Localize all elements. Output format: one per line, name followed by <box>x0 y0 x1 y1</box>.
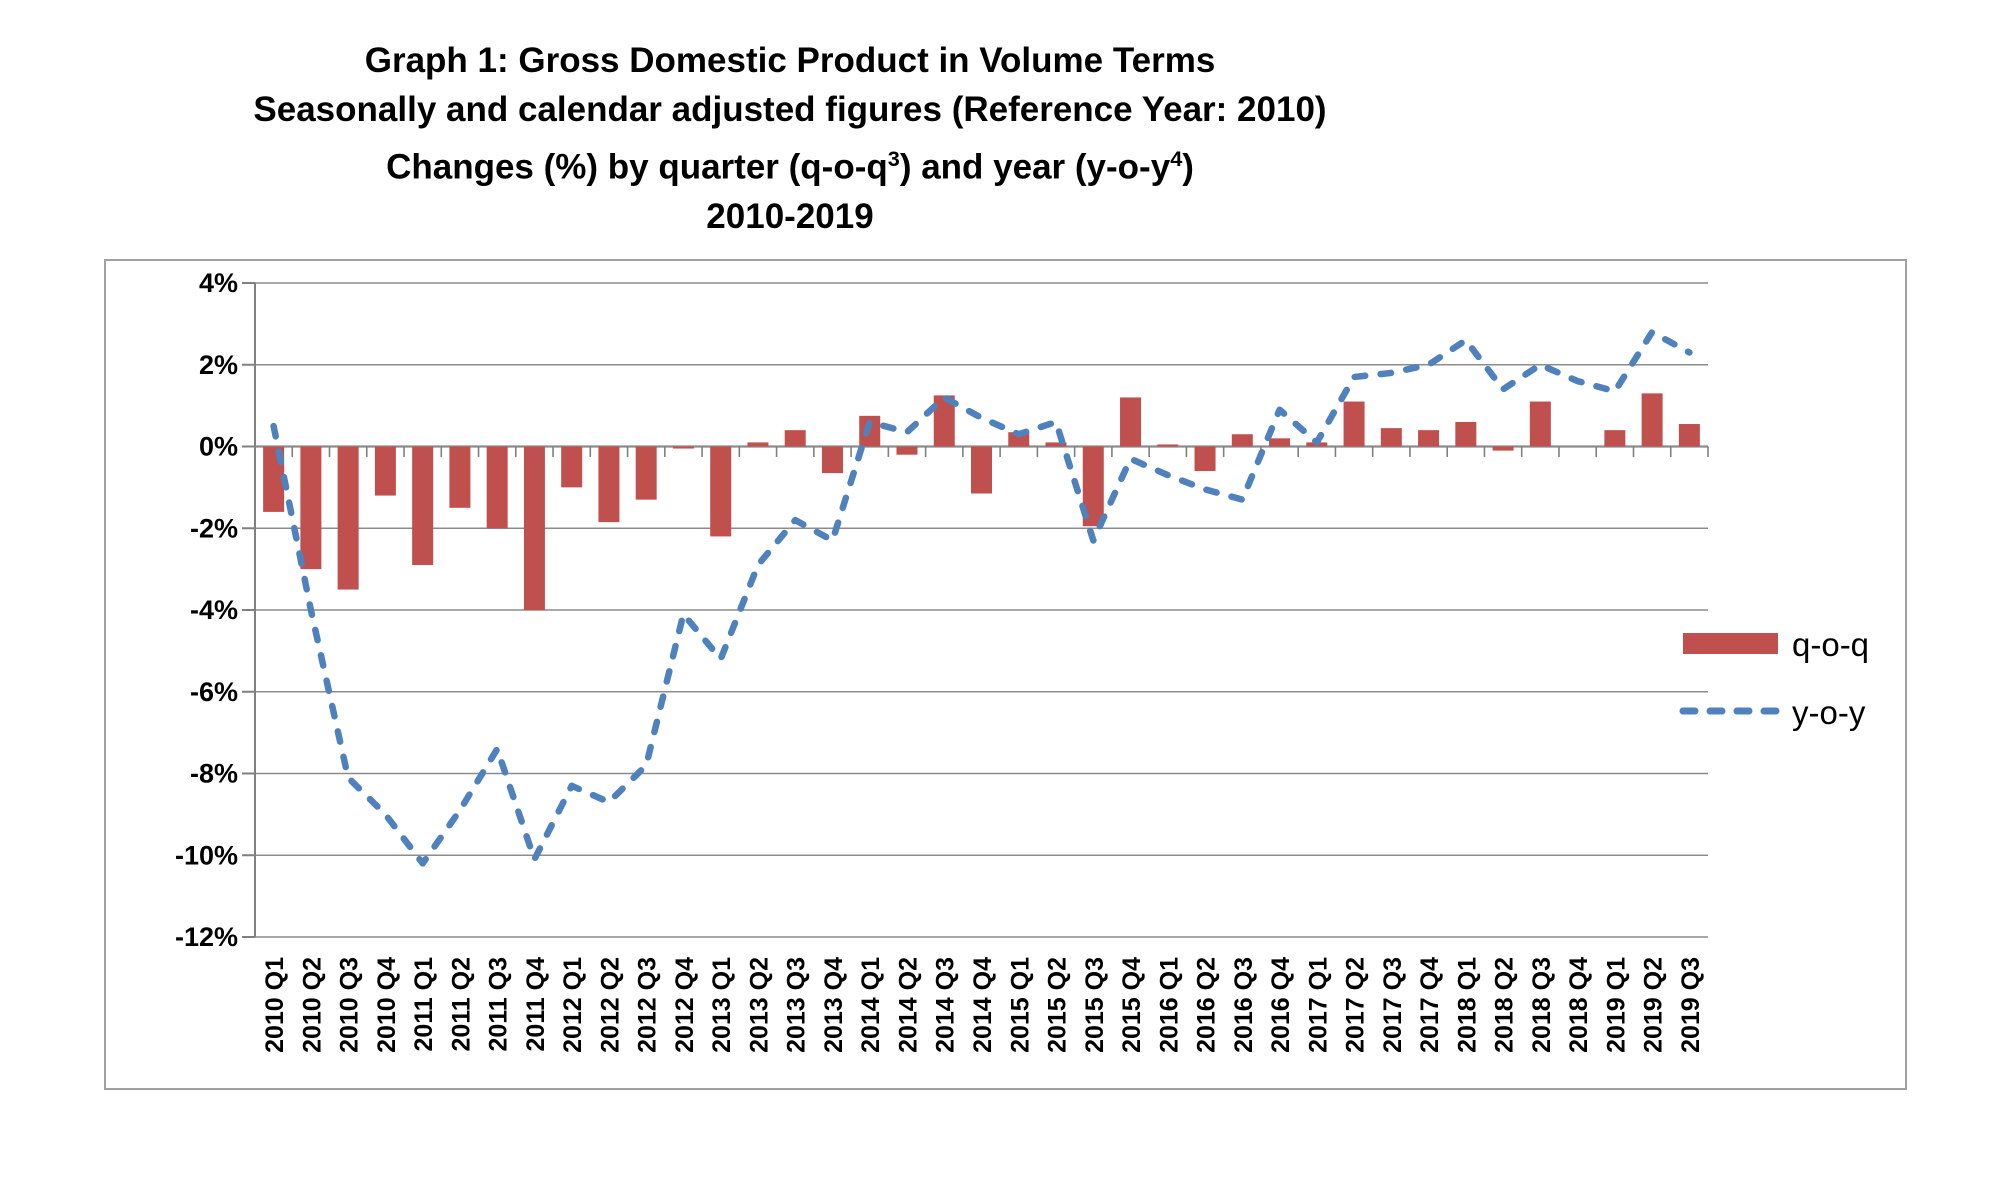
qoq-bar-2017-Q4 <box>1418 430 1440 447</box>
qoq-bar-2011-Q3 <box>486 446 508 529</box>
qoq-bar-2019-Q3 <box>1678 424 1700 447</box>
x-axis-label-2013-Q2: 2013 Q2 <box>745 957 773 1053</box>
qoq-bar-2018-Q3 <box>1529 401 1551 447</box>
qoq-bar-2011-Q2 <box>449 446 471 508</box>
y-axis-label-4%: 4% <box>199 268 238 298</box>
qoq-bar-2016-Q2 <box>1194 446 1216 472</box>
qoq-bar-2012-Q4 <box>672 446 694 449</box>
legend-qoq-label: q-o-q <box>1792 626 1869 663</box>
chart-title-line3: Changes (%) by quarter (q-o-q3) and year… <box>386 146 1194 187</box>
x-axis-label-2010-Q3: 2010 Q3 <box>336 957 364 1053</box>
x-axis-label-2018-Q2: 2018 Q2 <box>1491 957 1519 1053</box>
qoq-bar-2014-Q2 <box>896 446 918 455</box>
yoy-line <box>270 328 1693 867</box>
y-axis-label--2%: -2% <box>190 513 238 543</box>
x-axis-label-2016-Q4: 2016 Q4 <box>1267 957 1295 1053</box>
footnote-ref-4: 4 <box>1170 146 1183 171</box>
x-axis-label-2014-Q1: 2014 Q1 <box>857 957 885 1053</box>
qoq-bar-2016-Q1 <box>1157 444 1179 447</box>
x-axis-label-2014-Q2: 2014 Q2 <box>894 957 922 1053</box>
y-axis-label-2%: 2% <box>199 350 238 380</box>
qoq-bar-2014-Q4 <box>971 446 992 494</box>
qoq-bar-2016-Q4 <box>1269 438 1291 447</box>
x-axis-label-2016-Q2: 2016 Q2 <box>1193 957 1221 1053</box>
qoq-bar-2010-Q3 <box>337 446 359 590</box>
x-axis-label-2014-Q3: 2014 Q3 <box>932 957 960 1053</box>
x-axis-label-2010-Q2: 2010 Q2 <box>298 957 326 1053</box>
y-axis-label-0%: 0% <box>199 432 238 462</box>
x-axis-label-2019-Q2: 2019 Q2 <box>1640 957 1668 1053</box>
qoq-bar-2017-Q3 <box>1380 428 1402 447</box>
x-axis-label-2013-Q1: 2013 Q1 <box>708 957 736 1053</box>
qoq-bar-2012-Q2 <box>598 446 620 523</box>
qoq-bar-2015-Q3 <box>1082 446 1104 527</box>
footnote-ref-3: 3 <box>887 146 900 171</box>
x-axis-label-2012-Q2: 2012 Q2 <box>596 957 624 1053</box>
qoq-bar-2016-Q3 <box>1231 434 1253 447</box>
x-axis-label-2012-Q4: 2012 Q4 <box>671 957 699 1053</box>
qoq-bar-2018-Q2 <box>1492 446 1514 451</box>
x-axis-label-2012-Q1: 2012 Q1 <box>559 957 587 1053</box>
x-axis-label-2015-Q1: 2015 Q1 <box>1006 957 1034 1053</box>
qoq-bar-2012-Q1 <box>561 446 583 488</box>
x-axis-label-2015-Q3: 2015 Q3 <box>1081 957 1109 1053</box>
qoq-bar-2010-Q4 <box>374 446 396 496</box>
x-axis-label-2017-Q4: 2017 Q4 <box>1416 957 1444 1053</box>
x-axis-label-2016-Q3: 2016 Q3 <box>1230 957 1258 1053</box>
qoq-bar-2019-Q1 <box>1604 430 1626 447</box>
chart-title: Graph 1: Gross Domestic Product in Volum… <box>0 36 1580 241</box>
qoq-bar-2015-Q2 <box>1045 442 1067 447</box>
x-axis-label-2014-Q4: 2014 Q4 <box>969 957 997 1053</box>
x-axis-label-2013-Q3: 2013 Q3 <box>783 957 811 1053</box>
x-axis-label-2015-Q4: 2015 Q4 <box>1118 957 1146 1053</box>
x-axis-label-2012-Q3: 2012 Q3 <box>634 957 662 1053</box>
qoq-bar-2011-Q1 <box>412 446 434 566</box>
chart-title-line1: Graph 1: Gross Domestic Product in Volum… <box>364 41 1216 80</box>
qoq-bar-2013-Q4 <box>821 446 843 474</box>
legend-yoy-label: y-o-y <box>1792 694 1866 731</box>
x-axis-label-2017-Q1: 2017 Q1 <box>1304 957 1332 1053</box>
qoq-bar-2013-Q1 <box>710 446 732 537</box>
x-axis-label-2019-Q3: 2019 Q3 <box>1677 957 1705 1053</box>
qoq-bar-2018-Q1 <box>1455 421 1477 447</box>
x-axis-label-2015-Q2: 2015 Q2 <box>1044 957 1072 1053</box>
qoq-bar-2010-Q2 <box>300 446 322 570</box>
qoq-bar-2017-Q2 <box>1343 401 1365 447</box>
x-axis-label-2013-Q4: 2013 Q4 <box>820 957 848 1053</box>
qoq-bar-2013-Q3 <box>784 430 806 447</box>
x-axis-label-2018-Q1: 2018 Q1 <box>1453 957 1481 1053</box>
y-axis-label--12%: -12% <box>175 922 238 952</box>
x-axis-label-2011-Q4: 2011 Q4 <box>522 957 550 1052</box>
x-axis-label-2017-Q2: 2017 Q2 <box>1342 957 1370 1053</box>
x-axis-label-2011-Q1: 2011 Q1 <box>410 957 438 1052</box>
y-axis-label--6%: -6% <box>190 677 238 707</box>
x-axis-label-2016-Q1: 2016 Q1 <box>1155 957 1183 1053</box>
qoq-bar-2011-Q4 <box>523 446 545 610</box>
x-axis-label-2019-Q1: 2019 Q1 <box>1602 957 1630 1053</box>
qoq-bar-2012-Q3 <box>635 446 657 500</box>
legend-qoq-swatch <box>1683 633 1778 654</box>
qoq-bar-2014-Q3 <box>933 395 955 447</box>
y-axis-label--8%: -8% <box>190 759 238 789</box>
qoq-bar-2015-Q4 <box>1120 397 1142 447</box>
x-axis-label-2011-Q3: 2011 Q3 <box>485 957 513 1052</box>
chart-title-line4: 2010-2019 <box>706 196 874 236</box>
x-axis-label-2018-Q4: 2018 Q4 <box>1565 957 1593 1053</box>
x-axis-label-2010-Q1: 2010 Q1 <box>261 957 289 1053</box>
chart-title-line2: Seasonally and calendar adjusted figures… <box>253 90 1327 129</box>
chart-border <box>104 259 1907 1090</box>
qoq-bar-2013-Q2 <box>747 442 769 447</box>
x-axis-label-2011-Q2: 2011 Q2 <box>447 957 475 1052</box>
x-axis-label-2010-Q4: 2010 Q4 <box>373 957 401 1053</box>
qoq-bar-2019-Q2 <box>1641 393 1663 447</box>
x-axis-label-2017-Q3: 2017 Q3 <box>1379 957 1407 1053</box>
y-axis-label--4%: -4% <box>190 595 238 625</box>
y-axis-label--10%: -10% <box>175 840 238 870</box>
x-axis-label-2018-Q3: 2018 Q3 <box>1528 957 1556 1053</box>
